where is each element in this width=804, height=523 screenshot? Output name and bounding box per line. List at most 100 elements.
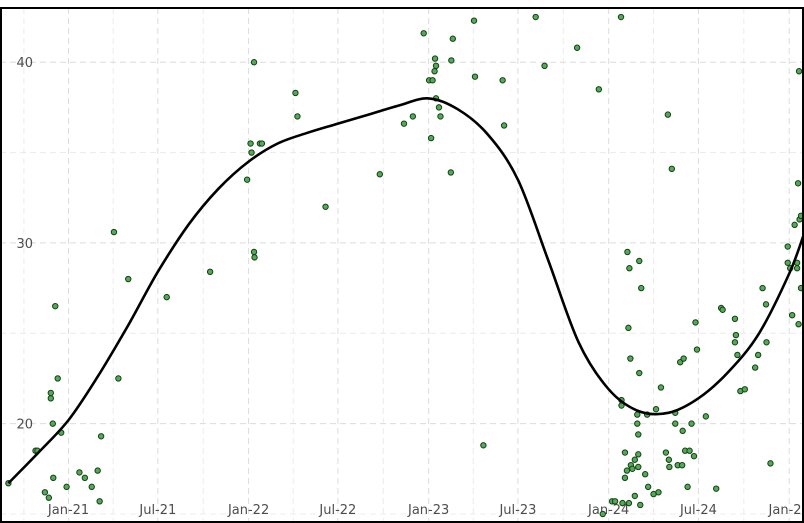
data-point (627, 355, 634, 362)
data-point (49, 420, 56, 427)
data-point (52, 302, 59, 310)
x-tick-label: Jul-24 (679, 503, 717, 518)
data-point (626, 265, 633, 272)
data-point (431, 68, 438, 75)
data-point (692, 319, 699, 326)
data-point (684, 483, 691, 491)
data-point (573, 44, 581, 51)
data-point (292, 89, 299, 97)
data-point (741, 386, 749, 393)
data-point (636, 369, 643, 377)
data-point (713, 485, 720, 492)
data-point (63, 483, 70, 491)
data-point (763, 339, 770, 346)
data-point (45, 494, 53, 501)
data-point (250, 59, 258, 66)
data-point (163, 293, 170, 301)
x-tick-label: Jan-23 (407, 503, 449, 518)
data-point (250, 248, 258, 256)
data-point (206, 268, 214, 276)
data-point (432, 62, 440, 70)
data-point (664, 111, 672, 118)
data-point (54, 375, 61, 382)
data-point (641, 471, 649, 478)
data-points (5, 13, 804, 518)
data-point (793, 265, 801, 272)
data-point (429, 77, 436, 84)
data-point (662, 449, 670, 456)
gridlines (0, 8, 804, 523)
data-point (420, 30, 427, 37)
data-point (500, 122, 508, 129)
plot-border (0, 7, 804, 523)
data-point (449, 35, 457, 42)
data-point (41, 489, 49, 496)
data-point (470, 17, 478, 24)
data-point (784, 259, 791, 266)
data-point (625, 499, 633, 507)
data-point (754, 351, 762, 359)
x-tick-label: Jan-22 (227, 503, 269, 518)
data-point (666, 463, 673, 471)
data-point (784, 243, 791, 250)
data-point (623, 467, 631, 474)
smooth-trend-line (7, 97, 804, 485)
data-point (322, 203, 329, 210)
data-point (480, 442, 487, 449)
data-point (617, 13, 625, 21)
data-point (629, 465, 636, 472)
data-point (599, 510, 606, 518)
data-point (634, 420, 641, 427)
data-point (76, 469, 83, 476)
data-point (595, 86, 603, 93)
data-point (499, 77, 506, 84)
data-point (251, 254, 258, 261)
data-point (690, 452, 698, 460)
data-point (625, 324, 632, 332)
data-point (762, 301, 770, 308)
data-point (125, 275, 132, 283)
data-point (751, 364, 759, 371)
data-point (637, 501, 644, 509)
x-tick-label: Jul-21 (138, 503, 176, 518)
data-point (679, 427, 686, 435)
data-point (94, 467, 101, 474)
y-tick-label: 20 (16, 418, 33, 433)
data-point (97, 433, 105, 440)
data-point (672, 420, 679, 427)
data-point (541, 62, 548, 70)
data-point (794, 180, 802, 187)
data-point (788, 311, 796, 319)
data-point (795, 321, 802, 328)
data-point (759, 284, 766, 292)
data-point (624, 248, 631, 256)
data-point (611, 498, 619, 505)
data-point (50, 474, 57, 482)
data-point (409, 113, 417, 120)
data-point (621, 474, 629, 482)
data-point (376, 171, 384, 178)
data-point (447, 169, 455, 176)
data-point (435, 104, 443, 111)
data-point (115, 375, 122, 382)
data-point (294, 113, 301, 120)
data-point (668, 165, 676, 173)
x-tick-label: Jul-22 (318, 503, 356, 518)
data-point (631, 492, 639, 500)
data-point (427, 134, 435, 142)
data-point (532, 13, 539, 21)
data-point (731, 315, 739, 323)
data-point (734, 351, 741, 359)
x-tick-label: Jan-25 (768, 503, 804, 518)
y-tick-label: 40 (16, 56, 33, 71)
x-tick-label: Jul-23 (498, 503, 536, 518)
data-point (247, 140, 254, 147)
data-point (732, 331, 740, 339)
data-point (636, 257, 643, 265)
x-tick-label: Jan-24 (587, 503, 629, 518)
data-point (638, 284, 645, 292)
data-point (635, 431, 642, 438)
data-point (81, 474, 89, 482)
data-point (621, 449, 629, 456)
